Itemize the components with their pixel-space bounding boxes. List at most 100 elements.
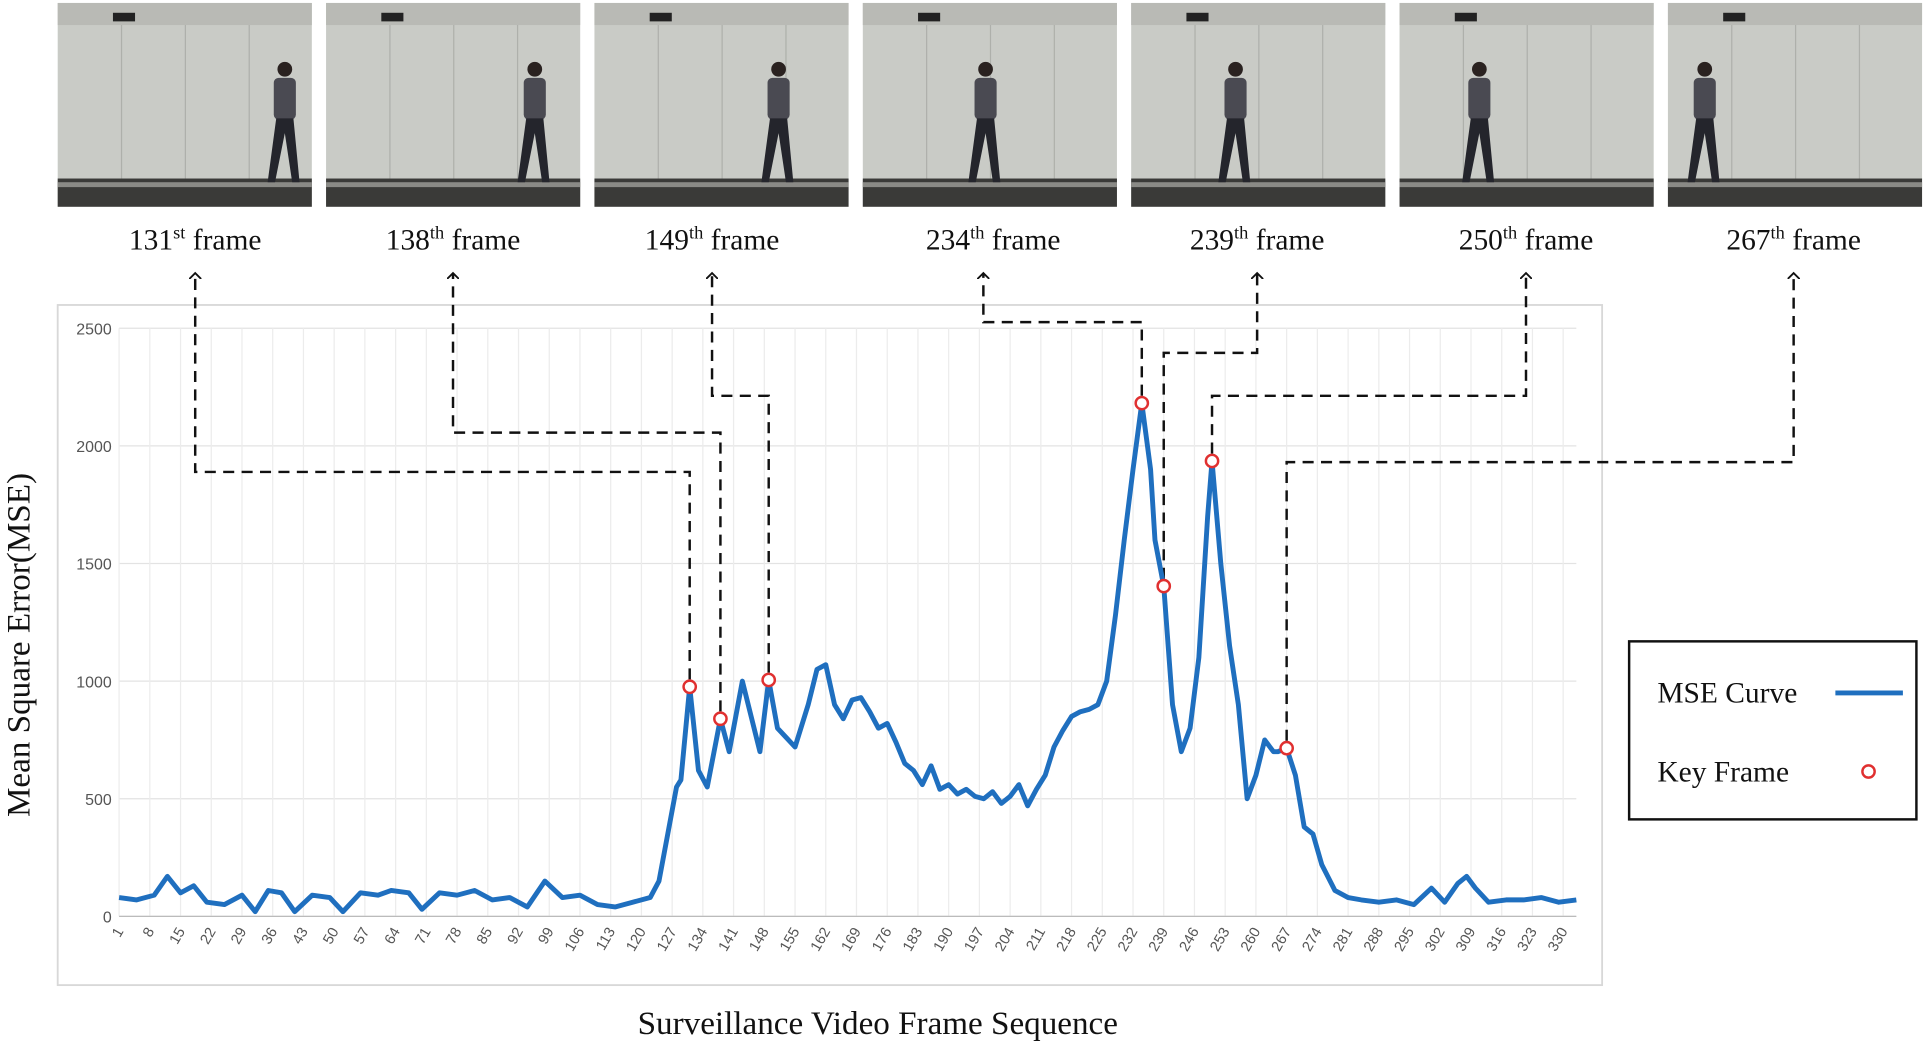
person-torso — [523, 77, 546, 120]
frame-number: 239 — [1190, 225, 1234, 257]
x-axis-title: Surveillance Video Frame Sequence — [638, 1005, 1118, 1042]
frame-label: 131st frame — [129, 223, 262, 257]
frame-label: 239th frame — [1190, 223, 1325, 257]
wall-top — [326, 2, 581, 26]
frame-word: frame — [992, 225, 1061, 257]
floor-light — [594, 182, 849, 188]
person-head — [978, 61, 993, 77]
thumbnail — [594, 2, 849, 207]
person-head — [1471, 61, 1487, 77]
frame-number: 138 — [386, 225, 430, 257]
person-torso — [1224, 77, 1247, 120]
frame-word: frame — [1256, 225, 1325, 257]
floor-light — [1667, 182, 1923, 188]
connector — [983, 273, 1144, 396]
person-legs — [1462, 118, 1495, 183]
frame-label: 250th frame — [1459, 223, 1594, 257]
connector — [1285, 273, 1794, 741]
legend-swatch — [1861, 764, 1876, 779]
floor-light — [57, 182, 312, 188]
wall-top — [862, 2, 1117, 26]
person-torso — [1693, 77, 1716, 120]
key-frame-marker — [713, 711, 728, 727]
frame-label: 149th frame — [645, 223, 780, 257]
person-head — [277, 61, 293, 77]
key-frame-marker — [1279, 740, 1295, 756]
frame-suffix: th — [1771, 223, 1785, 243]
camera — [1723, 12, 1746, 22]
key-frame-marker — [682, 679, 698, 695]
wall-top — [1131, 2, 1386, 26]
connector — [1162, 273, 1257, 579]
floor-light — [1131, 182, 1386, 188]
person-head — [1228, 61, 1243, 77]
x-tick-label: 22 — [198, 925, 220, 947]
person-legs — [761, 118, 794, 183]
frame-suffix: th — [970, 223, 984, 243]
thumbnail — [57, 2, 312, 207]
thumbnails — [57, 2, 1923, 207]
frame-number: 234 — [926, 225, 970, 257]
chart-frame — [56, 304, 1604, 987]
thumbnail — [1667, 2, 1923, 207]
frame-suffix: th — [689, 223, 703, 243]
key-frame-marker — [1204, 453, 1220, 469]
connector — [712, 273, 770, 673]
person-legs — [267, 118, 300, 183]
camera — [1454, 12, 1477, 22]
camera — [112, 12, 136, 22]
person-legs — [968, 118, 1001, 183]
x-tick-label: 29 — [228, 925, 250, 947]
frame-suffix: th — [430, 223, 444, 243]
connector — [453, 273, 722, 712]
person-head — [1697, 61, 1713, 77]
floor-light — [862, 182, 1117, 188]
person-head — [527, 61, 543, 77]
x-tick-label: 50 — [320, 925, 342, 947]
wall-top — [1399, 2, 1654, 26]
y-tick-label: 1000 — [76, 674, 112, 691]
y-tick-label: 2000 — [76, 439, 112, 456]
x-tick-label: 15 — [167, 925, 189, 947]
frame-suffix: st — [173, 223, 185, 243]
legend-label: MSE Curve — [1657, 678, 1797, 710]
frame-word: frame — [1792, 225, 1861, 257]
person-head — [771, 61, 786, 77]
camera — [649, 12, 672, 22]
wall-top — [594, 2, 849, 26]
wall-top — [1667, 2, 1923, 26]
x-tick-label: 36 — [259, 925, 281, 947]
frame-label: 267th frame — [1726, 223, 1861, 257]
legend-box — [1627, 640, 1918, 821]
thumbnail — [1131, 2, 1386, 207]
y-tick-label: 2500 — [76, 321, 112, 338]
thumbnail — [862, 2, 1117, 207]
person-legs — [517, 118, 550, 183]
y-tick-label: 1500 — [76, 557, 112, 574]
frame-word: frame — [1525, 225, 1594, 257]
thumbnail — [1399, 2, 1654, 207]
connector — [1210, 273, 1526, 454]
x-tick-label: 57 — [351, 925, 373, 947]
frame-suffix: th — [1234, 223, 1248, 243]
legend-label: Key Frame — [1657, 756, 1789, 788]
person-torso — [1468, 77, 1491, 120]
frame-label: 234th frame — [926, 223, 1061, 257]
frame-word: frame — [711, 225, 780, 257]
frame-label: 138th frame — [386, 223, 521, 257]
key-frame-marker — [1156, 578, 1172, 594]
y-tick-label: 0 — [103, 909, 112, 926]
camera — [1186, 12, 1209, 22]
frame-number: 131 — [129, 225, 173, 257]
connector — [195, 273, 691, 680]
x-tick-label: 92 — [505, 925, 527, 947]
camera — [918, 12, 941, 22]
person-torso — [767, 77, 790, 120]
x-tick-label: 85 — [474, 925, 496, 947]
y-tick-label: 500 — [85, 792, 112, 809]
floor-light — [1399, 182, 1654, 188]
thumbnail — [326, 2, 581, 207]
key-frame-marker — [1134, 395, 1150, 411]
